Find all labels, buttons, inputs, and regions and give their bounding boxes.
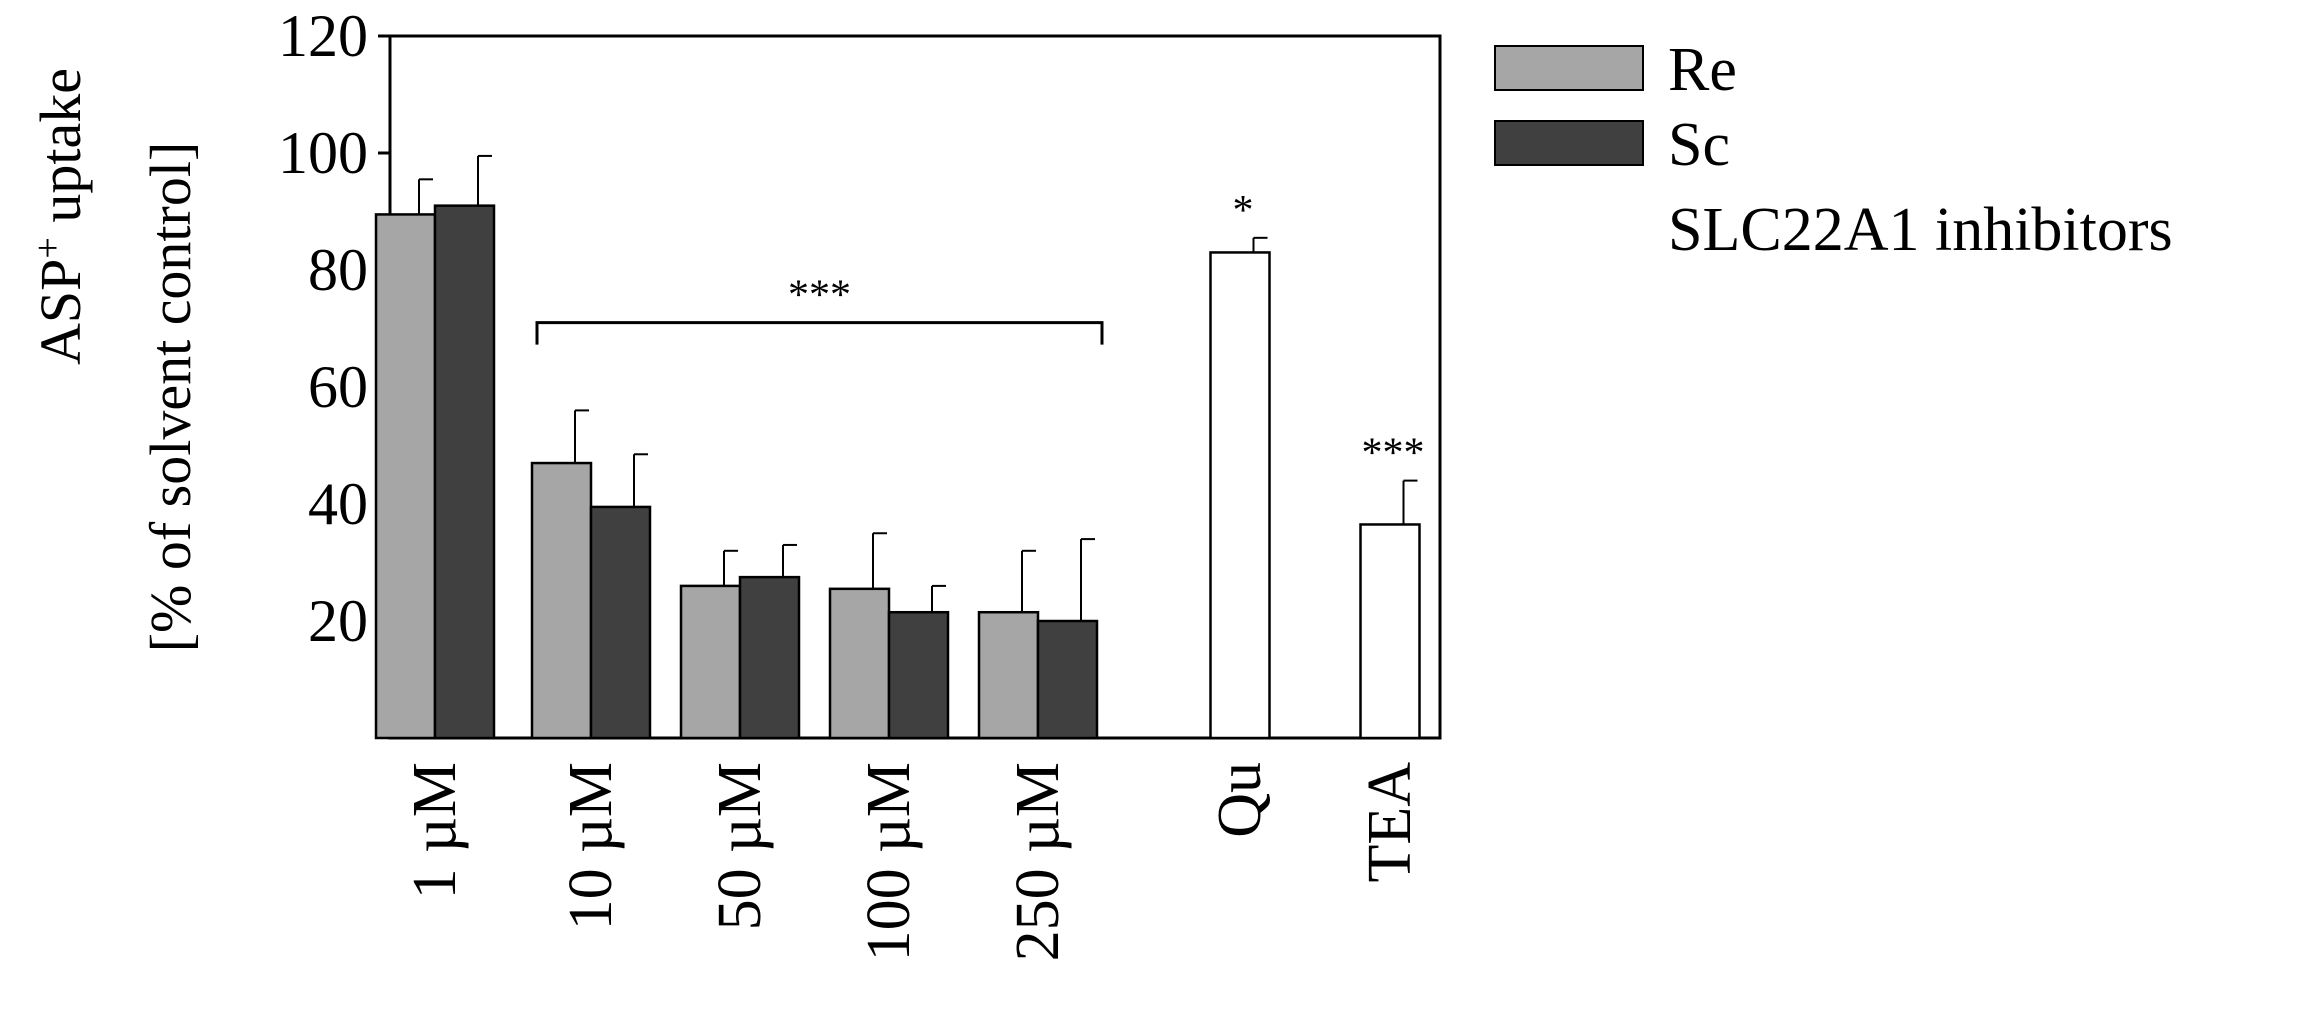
legend-swatch bbox=[1494, 120, 1644, 166]
x-tick-label: 1 µM bbox=[401, 762, 469, 899]
x-tick-label: TEA bbox=[1356, 762, 1424, 883]
x-tick-label: 50 µM bbox=[706, 762, 774, 930]
bar-sc bbox=[1036, 619, 1099, 740]
legend: Re Sc SLC22A1 inhibitors bbox=[1494, 36, 2173, 264]
bar-sc bbox=[738, 575, 801, 740]
bar-re bbox=[828, 587, 891, 740]
legend-label: Sc bbox=[1668, 111, 1730, 179]
x-tick-label: 10 µM bbox=[557, 762, 625, 930]
y-tick-label: 120 bbox=[278, 3, 368, 69]
y-tick-label: 80 bbox=[308, 237, 368, 303]
bar-sc bbox=[433, 204, 496, 740]
bar-re bbox=[679, 584, 742, 740]
bar-slc22a1-inhibitors bbox=[1209, 251, 1271, 740]
y-axis-label-line2: [% of solvent control] bbox=[138, 142, 203, 653]
y-tick-label: 20 bbox=[308, 588, 368, 654]
significance-bracket bbox=[535, 321, 1104, 345]
significance-marker: *** bbox=[1362, 431, 1425, 477]
significance-bracket-label: *** bbox=[788, 273, 851, 319]
bar-slc22a1-inhibitors bbox=[1359, 523, 1421, 740]
x-tick-label: 100 µM bbox=[855, 762, 923, 961]
x-tick-label: Qu bbox=[1206, 762, 1274, 838]
x-tick-label: 250 µM bbox=[1004, 762, 1072, 961]
legend-swatch bbox=[1494, 45, 1644, 91]
legend-label: Re bbox=[1668, 36, 1737, 104]
y-tick-label: 60 bbox=[308, 354, 368, 420]
y-axis-label-line1: ASP+ uptake bbox=[27, 68, 93, 365]
bar-sc bbox=[589, 505, 652, 740]
y-tick-label: 40 bbox=[308, 471, 368, 537]
y-tick-label: 100 bbox=[278, 120, 368, 186]
significance-marker: * bbox=[1233, 188, 1254, 234]
bar-re bbox=[530, 461, 593, 740]
legend-label: SLC22A1 inhibitors bbox=[1668, 196, 2173, 264]
bar-re bbox=[977, 610, 1040, 740]
bar-sc bbox=[887, 610, 950, 740]
plot-area: 20 40 60 80 100 120 1 µM 10 µM 50 µM 100 µM 250 µM… bbox=[278, 3, 1442, 961]
legend-swatch bbox=[1495, 206, 1643, 250]
y-axis-label: ASP+ uptake [% of solvent control] bbox=[27, 68, 203, 652]
bar-re bbox=[374, 213, 437, 740]
